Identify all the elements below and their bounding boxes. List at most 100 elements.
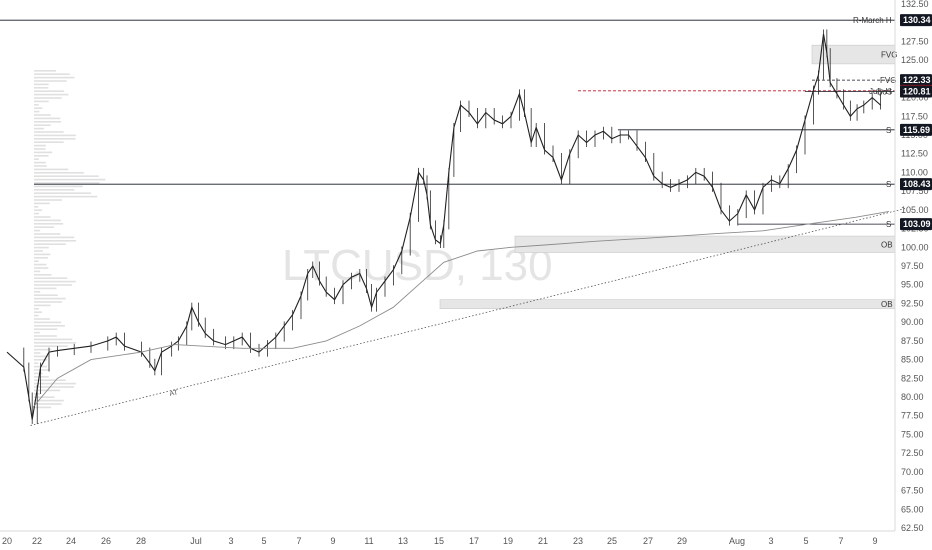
volume-bar — [34, 223, 64, 225]
price-badge — [900, 123, 932, 136]
x-tick-label: 5 — [803, 536, 808, 546]
volume-bar — [34, 189, 75, 191]
volume-bar — [34, 192, 92, 194]
price-badge-text: 108.43 — [903, 179, 931, 189]
volume-bar — [34, 263, 47, 266]
y-tick-label: 95.00 — [901, 280, 924, 290]
trendline-label: AT — [169, 389, 179, 398]
volume-bar — [34, 97, 62, 99]
x-tick-label: 9 — [330, 536, 335, 546]
x-tick-label: 22 — [32, 536, 42, 546]
volume-bar — [34, 76, 75, 79]
zone-ob-2 — [439, 299, 896, 309]
volume-bar — [34, 80, 67, 82]
volume-profile — [34, 70, 106, 409]
volume-bar — [34, 297, 66, 300]
volume-bar — [34, 151, 53, 154]
price-badge — [900, 85, 932, 98]
volume-bar — [34, 233, 61, 235]
x-tick-label: Aug — [729, 536, 745, 546]
volume-bar — [34, 335, 57, 337]
price-series-layer: AT — [6, 29, 906, 426]
zone-ob-1 — [514, 235, 896, 253]
x-tick-label: 9 — [872, 536, 877, 546]
y-tick-label: 105.00 — [901, 205, 929, 215]
volume-bar — [34, 376, 49, 378]
y-tick-label: 85.00 — [901, 355, 924, 365]
volume-bar — [34, 202, 50, 205]
y-tick-label: 72.50 — [901, 448, 924, 458]
y-tick-label: 110.00 — [901, 167, 928, 177]
price-badge — [900, 218, 932, 231]
volume-bar — [34, 182, 100, 184]
volume-bar — [34, 355, 49, 358]
volume-bar — [34, 287, 57, 290]
y-tick-label: 65.00 — [901, 504, 924, 514]
x-tick-label: 3 — [768, 536, 773, 546]
y-tick-label: 112.50 — [901, 149, 928, 159]
level-label-6: S — [886, 220, 891, 229]
zone-label-1: OB — [881, 240, 893, 249]
volume-bar — [34, 328, 58, 330]
volume-bar — [34, 117, 61, 120]
price-badge — [900, 178, 932, 191]
y-tick-label: 62.50 — [901, 523, 924, 533]
x-tick-label: 24 — [66, 536, 76, 546]
volume-bar — [34, 291, 41, 293]
x-tick-label: 26 — [101, 536, 111, 546]
volume-bar — [34, 110, 40, 113]
volume-bar — [34, 372, 43, 375]
volume-bar — [34, 165, 47, 167]
volume-bar — [34, 284, 72, 286]
volume-bar — [34, 359, 48, 361]
volume-bar — [34, 325, 65, 327]
volume-bar — [34, 175, 99, 177]
volume-bar — [34, 301, 62, 303]
volume-bar — [34, 280, 76, 283]
y-tick-label: 82.50 — [901, 373, 924, 383]
volume-bar — [34, 277, 68, 279]
y-tick-label: 87.50 — [901, 336, 924, 346]
volume-bar — [34, 124, 51, 126]
y-tick-label: 132.50 — [901, 0, 929, 9]
volume-bar — [34, 236, 75, 239]
x-tick-label: 5 — [261, 536, 266, 546]
volume-bar — [34, 158, 39, 160]
y-tick-label: 75.00 — [901, 429, 924, 439]
volume-bar — [34, 226, 55, 228]
volume-bar — [34, 274, 52, 276]
volume-bar — [34, 209, 43, 211]
volume-bar — [34, 379, 66, 381]
volume-bar — [34, 100, 49, 103]
price-badge-text: 122.33 — [903, 75, 931, 85]
x-axis[interactable]: 20 22 24 26 28 Jul 3 5 7 9 11 13 15 17 19 21 23 25 27 29 Aug… — [2, 536, 878, 546]
volume-bar — [34, 73, 70, 75]
volume-bar — [34, 144, 46, 147]
volume-bar — [34, 352, 41, 354]
y-tick-label: 100.00 — [901, 242, 929, 252]
price-badge-text: 120.81 — [903, 87, 931, 97]
zone-label-0: FVG — [881, 51, 897, 60]
x-tick-label: 29 — [677, 536, 687, 546]
y-tick-label: 125.00 — [901, 55, 929, 65]
moving-average-line — [31, 210, 890, 409]
volume-bar — [34, 338, 73, 341]
price-badge-text: 115.69 — [903, 125, 930, 135]
y-tick-label: 107.50 — [901, 186, 929, 196]
volume-bar — [34, 87, 49, 89]
x-tick-label: 15 — [434, 536, 444, 546]
y-tick-label: 80.00 — [901, 392, 924, 402]
volume-bar — [34, 314, 39, 317]
x-tick-label: 13 — [398, 536, 408, 546]
price-badge — [900, 14, 932, 27]
volume-bar — [34, 399, 64, 402]
volume-bar — [34, 104, 39, 106]
x-tick-label: 3 — [228, 536, 233, 546]
y-tick-label: 67.50 — [901, 486, 924, 496]
x-tick-label: 17 — [469, 536, 479, 546]
volume-bar — [34, 134, 76, 137]
volume-bar — [34, 342, 77, 344]
